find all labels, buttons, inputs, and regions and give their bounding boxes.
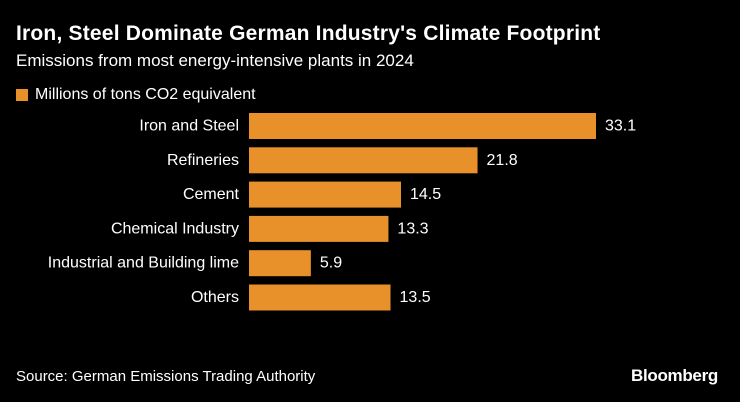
bar [249, 284, 391, 311]
bar [249, 250, 311, 277]
source-note: Source: German Emissions Trading Authori… [16, 368, 316, 385]
bar [249, 215, 389, 242]
bloomberg-logo: Bloomberg [630, 366, 718, 385]
bar [249, 113, 596, 139]
category-label: Cement [183, 186, 240, 203]
category-label: Chemical Industry [111, 220, 239, 237]
value-label: 13.3 [397, 220, 428, 237]
value-label: 5.9 [320, 255, 342, 272]
category-label: Industrial and Building lime [48, 255, 239, 272]
legend-label: Millions of tons CO2 equivalent [35, 86, 256, 103]
value-label: 14.5 [410, 186, 441, 203]
value-label: 13.5 [400, 289, 431, 306]
category-label: Refineries [167, 152, 239, 169]
value-label: 33.1 [605, 118, 636, 135]
chart-title: Iron, Steel Dominate German Industry's C… [16, 22, 601, 45]
category-label: Iron and Steel [139, 118, 239, 135]
legend-swatch [16, 89, 28, 101]
bar [249, 181, 402, 208]
chart-subtitle: Emissions from most energy-intensive pla… [16, 51, 414, 70]
category-label: Others [191, 289, 239, 306]
bar [249, 147, 478, 174]
legend: Millions of tons CO2 equivalent [16, 86, 256, 104]
value-label: 21.8 [487, 152, 518, 169]
